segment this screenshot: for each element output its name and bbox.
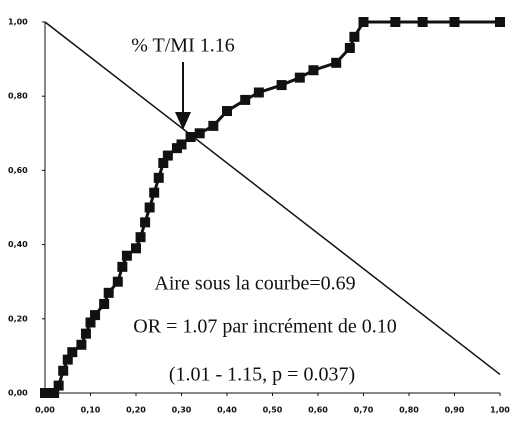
x-tick-label: 0,00 — [35, 406, 55, 415]
x-tick-label: 0,90 — [445, 406, 465, 415]
marker — [162, 150, 173, 161]
marker — [294, 72, 305, 83]
x-tick-label: 0,40 — [217, 406, 237, 415]
marker — [117, 261, 128, 272]
x-tick-label: 0,30 — [172, 406, 192, 415]
annotation: % T/MI 1.16 — [131, 35, 235, 57]
y-tick-label: 0,20 — [8, 314, 28, 323]
marker — [144, 202, 155, 213]
marker — [99, 298, 110, 309]
marker — [90, 310, 101, 321]
y-tick-label: 0,80 — [8, 92, 28, 101]
marker — [135, 232, 146, 243]
marker — [158, 157, 169, 168]
marker — [76, 339, 87, 350]
marker — [67, 347, 78, 358]
marker — [358, 17, 369, 27]
y-tick-label: 0,00 — [8, 389, 28, 398]
marker — [121, 250, 132, 261]
marker — [185, 132, 196, 143]
marker — [103, 287, 114, 298]
y-tick-label: 0,40 — [8, 240, 28, 249]
y-tick-label: 0,60 — [8, 166, 28, 175]
marker — [80, 328, 91, 339]
x-tick-label: 0,20 — [126, 406, 146, 415]
marker — [208, 120, 219, 131]
marker — [331, 57, 342, 68]
marker — [194, 128, 205, 139]
marker — [253, 87, 264, 98]
annotation: (1.01 - 1.15, p = 0.037) — [169, 364, 355, 386]
x-tick-label: 0,10 — [81, 406, 101, 415]
marker — [153, 172, 164, 183]
arrow-head — [175, 112, 191, 130]
marker — [449, 17, 460, 27]
marker — [62, 354, 73, 365]
marker — [417, 17, 428, 27]
marker — [308, 65, 319, 76]
x-tick-label: 0,60 — [308, 406, 328, 415]
y-tick-label: 1,00 — [8, 18, 28, 27]
marker — [344, 42, 355, 53]
marker — [85, 317, 96, 328]
x-tick-label: 0,50 — [263, 406, 283, 415]
marker — [240, 94, 251, 105]
annotation: Aire sous la courbe=0.69 — [154, 273, 355, 295]
marker — [53, 380, 64, 391]
marker — [390, 17, 401, 27]
marker — [49, 388, 60, 398]
marker — [276, 80, 287, 91]
marker — [349, 31, 360, 42]
annotation: OR = 1.07 par incrément de 0.10 — [133, 316, 396, 338]
series-line — [44, 21, 501, 376]
marker — [112, 276, 123, 287]
marker — [222, 106, 232, 117]
x-tick-label: 0,70 — [354, 406, 374, 415]
marker — [58, 365, 69, 376]
marker — [131, 243, 141, 254]
x-tick-label: 0,80 — [399, 406, 419, 415]
marker — [149, 187, 160, 198]
marker — [40, 388, 50, 398]
marker — [176, 139, 187, 150]
x-tick-label: 1,00 — [490, 406, 510, 415]
marker — [495, 17, 505, 27]
marker — [140, 217, 151, 228]
